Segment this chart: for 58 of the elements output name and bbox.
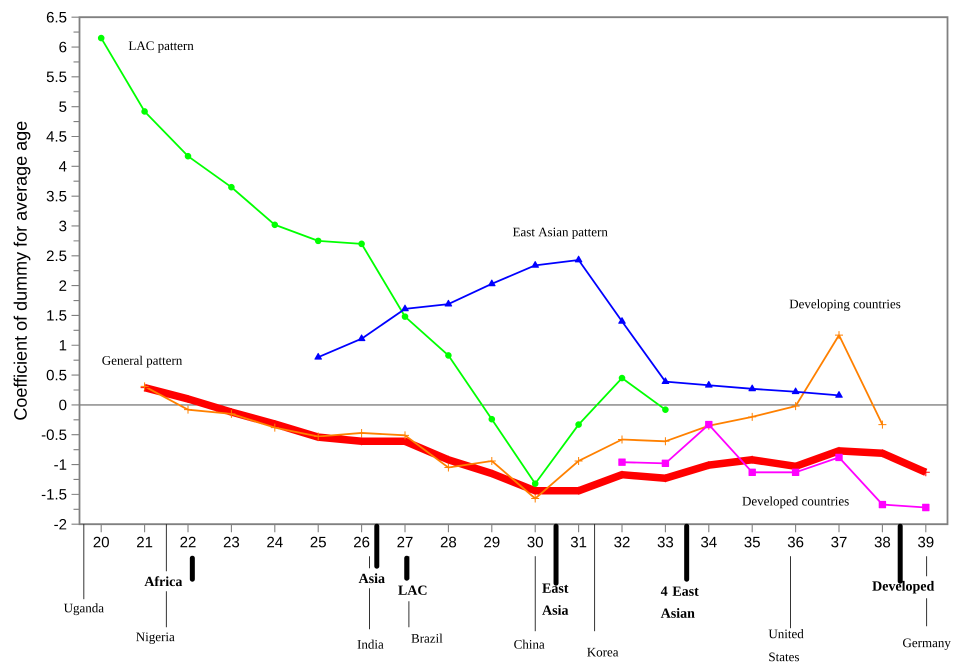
y-tick-label: 6.5 — [46, 12, 66, 23]
x-tick-label: 23 — [224, 536, 240, 548]
y-tick-label: -1 — [54, 459, 66, 470]
y-tick-label: 0.5 — [46, 370, 66, 380]
ref-line-label: Asia — [358, 573, 385, 584]
text: Developing countries — [790, 299, 900, 312]
y-tick-label: 0 — [59, 400, 66, 410]
x-tick-label: 27 — [397, 536, 413, 548]
x-tick-label: 24 — [267, 536, 283, 548]
x-tick-label: 21 — [137, 536, 152, 548]
ref-line-label: East Asia — [542, 584, 568, 615]
x-tick-label: 34 — [701, 536, 717, 548]
ref-line-label: Africa — [144, 576, 182, 586]
series-label: Developed countries — [742, 496, 849, 508]
y-tick-label: 6 — [59, 42, 66, 52]
ref-line-label: 4 East Asian — [660, 586, 699, 618]
x-tick-label: 26 — [354, 536, 370, 548]
x-tick-label: 31 — [570, 536, 586, 548]
y-tick-label: 4 — [58, 161, 67, 172]
x-tick-label: 32 — [614, 536, 630, 548]
ref-line-label: Developed — [872, 580, 934, 594]
ref-line-label: Uganda — [64, 603, 104, 616]
x-tick-label: 25 — [310, 536, 326, 548]
y-tick-label: 5.5 — [46, 72, 66, 82]
ref-line-label: Nigeria — [136, 632, 175, 644]
x-tick-label: 30 — [527, 536, 543, 548]
x-tick-label: 35 — [744, 536, 760, 548]
x-tick-label: 20 — [94, 536, 109, 548]
ref-line-label: China — [514, 640, 545, 649]
ref-line-label: United States — [768, 629, 804, 662]
ref-line-label: India — [358, 640, 384, 649]
y-tick-label: 1 — [60, 340, 66, 350]
x-tick-label: 36 — [788, 536, 804, 548]
ref-line-label: Korea — [587, 648, 618, 657]
y-tick-label: 3 — [59, 220, 66, 232]
x-tick-label: 28 — [440, 536, 456, 548]
x-tick-label: 22 — [180, 536, 196, 548]
series-label: LAC pattern — [128, 41, 194, 53]
y-tick-label: 1.5 — [47, 310, 66, 321]
x-tick-label: 29 — [484, 536, 500, 548]
x-tick-label: 33 — [658, 536, 674, 548]
y-tick-label: 5 — [59, 101, 66, 112]
ref-line-label: Brazil — [411, 634, 443, 643]
x-tick-label: 39 — [918, 536, 934, 548]
y-tick-label: 2.5 — [46, 250, 66, 262]
y-tick-label: -2 — [54, 518, 66, 530]
y-tick-label: 3.5 — [46, 190, 66, 202]
y-tick-label: -0.5 — [42, 429, 66, 440]
x-tick-label: 37 — [831, 536, 847, 548]
text: East Asian pattern — [512, 228, 608, 240]
y-tick-label: 4.5 — [46, 131, 66, 142]
y-tick-label: -1.5 — [42, 489, 66, 500]
series-label: General pattern — [102, 356, 182, 368]
y-tick-label: 2 — [59, 280, 66, 291]
ref-line-label: Germany — [903, 638, 951, 650]
x-tick-label: 38 — [874, 536, 890, 548]
y-axis-title: Coefficient of dummy for average age — [14, 122, 30, 420]
ref-line-label: LAC — [398, 586, 426, 595]
